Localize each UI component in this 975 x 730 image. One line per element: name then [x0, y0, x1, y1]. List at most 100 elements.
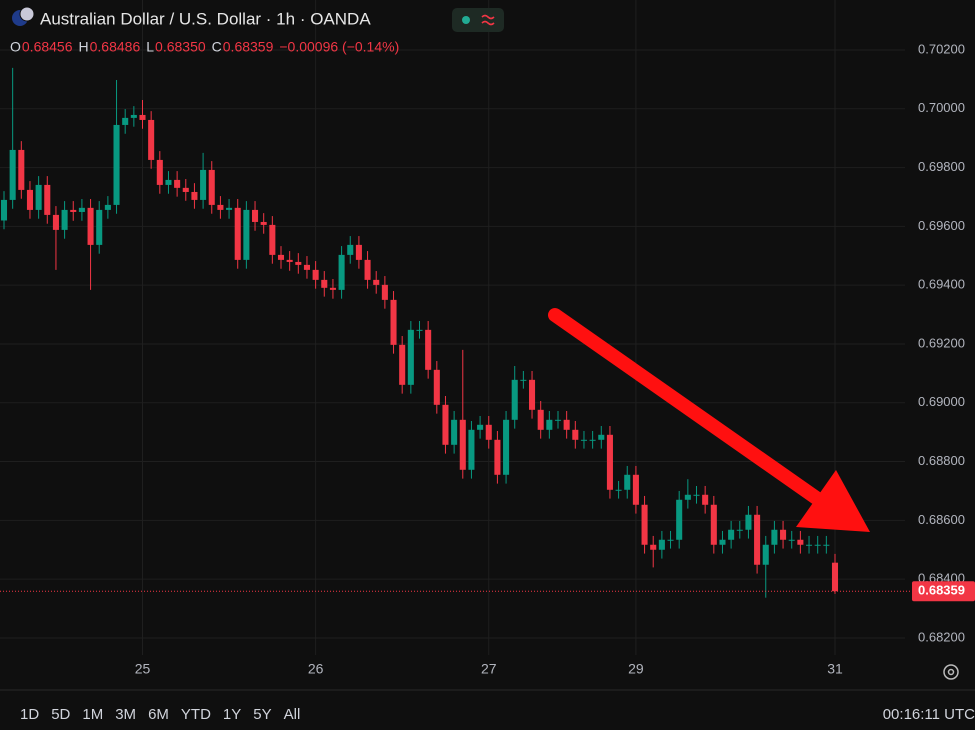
candle	[312, 261, 319, 289]
x-tick-label: 27	[481, 661, 497, 677]
body	[148, 119, 155, 160]
candle	[676, 490, 683, 549]
body	[295, 261, 302, 265]
candle	[234, 199, 241, 269]
body	[754, 514, 761, 565]
candle	[598, 425, 605, 449]
candle	[70, 201, 77, 221]
range-button[interactable]: All	[284, 706, 301, 723]
candles	[0, 67, 910, 598]
candle	[736, 520, 743, 539]
range-button[interactable]: 5Y	[253, 706, 271, 723]
body	[693, 494, 700, 496]
body	[390, 299, 397, 345]
x-tick-label: 26	[308, 661, 324, 677]
candle	[650, 535, 657, 568]
candle	[459, 349, 466, 479]
candle	[277, 246, 285, 269]
body	[156, 159, 163, 185]
body	[780, 529, 787, 540]
range-button[interactable]: 1Y	[223, 706, 241, 723]
body	[338, 254, 345, 290]
y-tick-label: 0.69000	[918, 394, 965, 409]
candle	[667, 530, 674, 549]
candle	[78, 199, 85, 221]
candle	[416, 321, 423, 339]
candle	[762, 535, 769, 598]
body	[485, 424, 492, 440]
candle	[174, 171, 181, 197]
range-button[interactable]: 1D	[20, 706, 39, 723]
y-tick-label: 0.69400	[918, 277, 965, 292]
candle	[788, 530, 795, 549]
candle	[390, 291, 397, 354]
status-dot	[462, 16, 470, 24]
body	[598, 434, 605, 440]
symbol-icon	[12, 6, 35, 26]
candle	[130, 106, 137, 127]
body	[303, 264, 310, 270]
candle	[503, 410, 510, 484]
range-button[interactable]: 5D	[51, 706, 70, 723]
ohlc-value: 0.68456	[22, 39, 73, 55]
candle	[18, 141, 25, 199]
body	[61, 209, 68, 230]
candle	[425, 321, 432, 379]
ohlc-value: 0.68359	[223, 39, 274, 55]
arrow-annotation	[548, 308, 870, 532]
gear[interactable]	[943, 664, 959, 680]
candle	[494, 430, 501, 484]
ohlc-key: C	[212, 39, 222, 55]
body	[728, 529, 735, 540]
ohlc-value: 0.68486	[90, 39, 141, 55]
candle	[641, 495, 648, 554]
body	[606, 434, 613, 490]
candle	[35, 176, 42, 219]
body	[572, 429, 579, 440]
candle	[702, 485, 709, 514]
candle	[355, 236, 362, 269]
candle	[373, 271, 380, 294]
candle	[684, 479, 691, 509]
candle	[606, 425, 613, 499]
ohlc-key: H	[79, 39, 89, 55]
range-button[interactable]: 6M	[148, 706, 169, 723]
body	[745, 514, 752, 530]
candle	[624, 465, 631, 499]
footer: 1D 5D 1M 3M 6M YTD 1Y 5Y All	[20, 706, 300, 723]
candle	[546, 410, 553, 439]
settings-icon[interactable]	[943, 664, 959, 680]
body	[174, 179, 181, 188]
candle	[477, 415, 484, 439]
arrow-head	[796, 470, 870, 532]
candle	[806, 535, 813, 554]
body	[277, 254, 285, 260]
x-tick-label: 25	[135, 661, 151, 677]
body	[18, 149, 25, 190]
candle	[96, 201, 103, 254]
body	[78, 207, 85, 212]
range-button[interactable]: YTD	[181, 706, 211, 723]
candle	[442, 395, 449, 454]
candle	[104, 196, 111, 219]
candle	[537, 400, 544, 439]
body	[511, 379, 518, 420]
range-button[interactable]: 3M	[115, 706, 136, 723]
body	[312, 269, 319, 280]
status-badge[interactable]	[452, 8, 504, 32]
candle	[468, 420, 475, 479]
candle	[754, 505, 761, 574]
x-tick-label: 29	[628, 661, 644, 677]
body	[503, 419, 510, 475]
body	[217, 204, 224, 210]
y-tick-label: 0.69200	[918, 335, 965, 350]
body	[823, 544, 830, 546]
candle	[200, 152, 207, 209]
body	[182, 187, 189, 192]
body	[580, 439, 587, 441]
y-tick-label: 0.69600	[918, 218, 965, 233]
y-tick-label: 0.68600	[918, 512, 965, 527]
candle	[771, 520, 778, 554]
range-button[interactable]: 1M	[82, 706, 103, 723]
